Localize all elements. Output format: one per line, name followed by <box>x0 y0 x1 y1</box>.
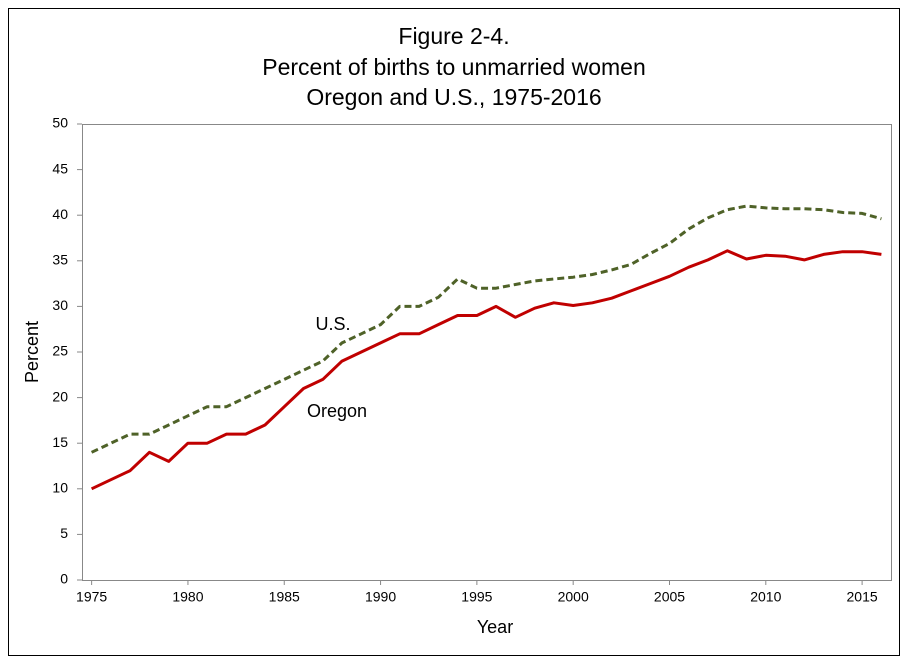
y-axis-title: Percent <box>22 321 42 383</box>
chart-title: Figure 2-4. <box>398 23 509 49</box>
x-tick-label: 2015 <box>847 589 878 605</box>
x-axis-title: Year <box>477 617 513 637</box>
y-tick-label: 5 <box>60 525 68 541</box>
chart-subtitle: Percent of births to unmarried women <box>262 54 646 80</box>
x-tick-label: 1995 <box>461 589 492 605</box>
plot-frame <box>82 124 892 581</box>
x-tick-label: 1985 <box>269 589 300 605</box>
chart-frame <box>8 8 900 656</box>
y-tick-label: 30 <box>52 297 68 313</box>
series-line <box>90 204 882 454</box>
x-tick-label: 1990 <box>365 589 396 605</box>
x-tick-label: 2005 <box>654 589 685 605</box>
y-tick-label: 45 <box>52 160 68 176</box>
y-tick-label: 0 <box>60 571 68 587</box>
y-tick-label: 20 <box>52 388 68 404</box>
y-tick-label: 40 <box>52 206 68 222</box>
x-tick-label: 1980 <box>172 589 203 605</box>
y-tick-label: 50 <box>52 115 68 131</box>
y-tick-label: 10 <box>52 480 68 496</box>
x-tick-label: 2000 <box>558 589 589 605</box>
x-tick-label: 2010 <box>750 589 781 605</box>
x-tick-label: 1975 <box>76 589 107 605</box>
series-line <box>90 249 882 491</box>
series-label: U.S. <box>315 314 350 334</box>
y-tick-label: 35 <box>52 252 68 268</box>
chart-subtitle: Oregon and U.S., 1975-2016 <box>306 84 601 110</box>
y-tick-label: 15 <box>52 434 68 450</box>
series-label: Oregon <box>307 401 367 421</box>
y-tick-label: 25 <box>52 343 68 359</box>
